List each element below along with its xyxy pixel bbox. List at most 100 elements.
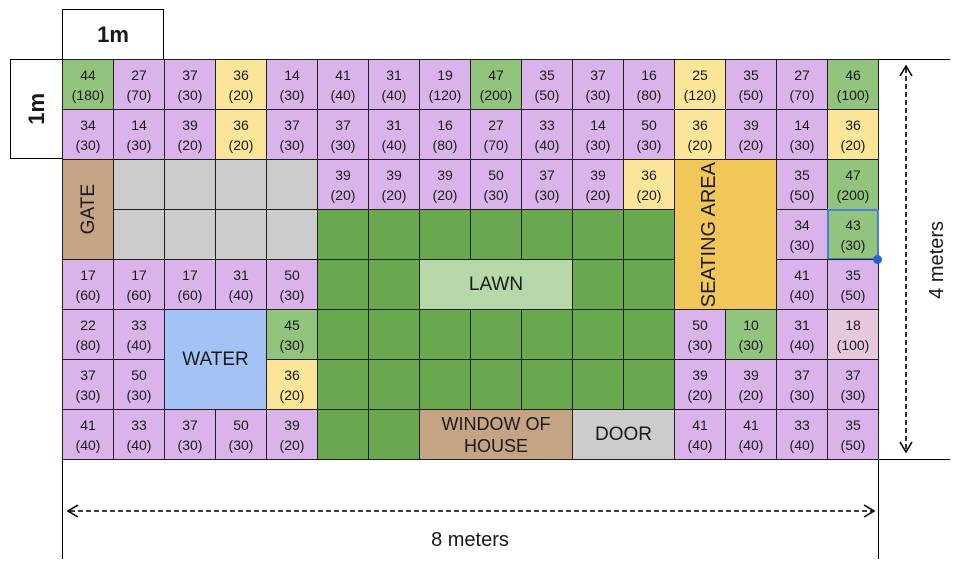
plant-cell-r6-c1[interactable]: 50 (30): [113, 359, 165, 410]
lawn-cell-r6-c8[interactable]: [470, 359, 522, 410]
plant-cell-r6-c0[interactable]: 37 (30): [62, 359, 114, 410]
lawn-cell-r7-c6[interactable]: [368, 409, 420, 460]
plant-number: 36: [845, 116, 861, 133]
plant-cell-r1-c11[interactable]: 50 (30): [623, 109, 675, 160]
lawn-area[interactable]: LAWN: [419, 259, 573, 310]
plant-cell-r4-c1[interactable]: 17 (60): [113, 259, 165, 310]
plant-cell-r1-c4[interactable]: 37 (30): [266, 109, 318, 160]
plant-cell-r1-c7[interactable]: 16 (80): [419, 109, 471, 160]
plant-cell-r1-c5[interactable]: 37 (30): [317, 109, 369, 160]
plant-cell-r7-c0[interactable]: 41 (40): [62, 409, 114, 460]
plant-cell-r1-c3[interactable]: 36 (20): [215, 109, 267, 160]
plant-cell-r1-c15[interactable]: 36 (20): [827, 109, 879, 160]
plant-cell-r1-c8[interactable]: 27 (70): [470, 109, 522, 160]
lawn-cell-r6-c7[interactable]: [419, 359, 471, 410]
lawn-cell-r6-c10[interactable]: [572, 359, 624, 410]
plant-cell-r7-c12[interactable]: 41 (40): [674, 409, 726, 460]
plant-cell-r7-c2[interactable]: 37 (30): [164, 409, 216, 460]
plant-quantity: (50): [789, 186, 815, 203]
plant-cell-r5-c15[interactable]: 18 (100): [827, 309, 879, 360]
lawn-cell-r5-c9[interactable]: [521, 309, 573, 360]
plant-cell-r1-c12[interactable]: 36 (20): [674, 109, 726, 160]
plant-cell-r3-c15[interactable]: 43 (30): [827, 209, 879, 260]
plant-number: 39: [437, 166, 453, 183]
plant-cell-r7-c3[interactable]: 50 (30): [215, 409, 267, 460]
window-of-house[interactable]: WINDOW OF HOUSE: [419, 409, 573, 460]
plant-cell-r5-c4[interactable]: 45 (30): [266, 309, 318, 360]
plant-cell-r5-c12[interactable]: 50 (30): [674, 309, 726, 360]
plant-cell-r1-c13[interactable]: 39 (20): [725, 109, 777, 160]
plant-cell-r0-c6[interactable]: 31 (40): [368, 59, 420, 110]
plant-cell-r2-c9[interactable]: 37 (30): [521, 159, 573, 210]
plant-number: 37: [794, 366, 810, 383]
plant-number: 39: [284, 416, 300, 433]
plant-quantity: (30): [228, 436, 254, 453]
plant-cell-r0-c13[interactable]: 35 (50): [725, 59, 777, 110]
plant-quantity: (40): [381, 136, 407, 153]
plant-cell-r0-c5[interactable]: 41 (40): [317, 59, 369, 110]
plant-cell-r6-c15[interactable]: 37 (30): [827, 359, 879, 410]
plant-number: 27: [794, 66, 810, 83]
plant-cell-r0-c15[interactable]: 46 (100): [827, 59, 879, 110]
door-area[interactable]: DOOR: [572, 409, 675, 460]
plant-quantity: (30): [585, 136, 611, 153]
plant-number: 34: [794, 216, 810, 233]
plant-cell-r4-c2[interactable]: 17 (60): [164, 259, 216, 310]
plant-cell-r5-c14[interactable]: 31 (40): [776, 309, 828, 360]
plant-cell-r4-c3[interactable]: 31 (40): [215, 259, 267, 310]
seating-area[interactable]: SEATING AREA: [674, 159, 777, 310]
plant-cell-r6-c12[interactable]: 39 (20): [674, 359, 726, 410]
plant-cell-r1-c6[interactable]: 31 (40): [368, 109, 420, 160]
plant-quantity: (40): [126, 336, 152, 353]
lawn-cell-r3-c11[interactable]: [623, 209, 675, 260]
width-arrow-right-head: [863, 504, 876, 518]
plant-number: 39: [743, 366, 759, 383]
plant-cell-r0-c4[interactable]: 14 (30): [266, 59, 318, 110]
plant-cell-r7-c13[interactable]: 41 (40): [725, 409, 777, 460]
plant-cell-r7-c4[interactable]: 39 (20): [266, 409, 318, 460]
plant-number: 34: [80, 116, 96, 133]
plant-number: 37: [284, 116, 300, 133]
plant-cell-r7-c14[interactable]: 33 (40): [776, 409, 828, 460]
plant-quantity: (40): [738, 436, 764, 453]
plant-cell-r6-c14[interactable]: 37 (30): [776, 359, 828, 410]
plant-cell-r0-c9[interactable]: 35 (50): [521, 59, 573, 110]
plant-quantity: (30): [636, 136, 662, 153]
plant-cell-r7-c15[interactable]: 35 (50): [827, 409, 879, 460]
plant-cell-r5-c1[interactable]: 33 (40): [113, 309, 165, 360]
plant-quantity: (30): [330, 136, 356, 153]
plant-cell-r2-c15[interactable]: 47 (200): [827, 159, 879, 210]
plant-quantity: (100): [836, 336, 870, 353]
plant-number: 27: [488, 116, 504, 133]
gate-area[interactable]: GATE: [62, 159, 114, 260]
lawn-cell-r4-c5[interactable]: [317, 259, 369, 310]
plant-cell-r4-c15[interactable]: 35 (50): [827, 259, 879, 310]
plant-number: 14: [794, 116, 810, 133]
plant-number: 37: [182, 416, 198, 433]
outer-left-line: [62, 459, 63, 559]
lawn-cell-r3-c10[interactable]: [572, 209, 624, 260]
top-scale-label: 1m: [97, 21, 129, 47]
plant-cell-r0-c0[interactable]: 44 (180): [62, 59, 114, 110]
paving-cell-r3-c2[interactable]: [164, 209, 216, 260]
plant-cell-r5-c13[interactable]: 10 (30): [725, 309, 777, 360]
plant-number: 33: [131, 316, 147, 333]
lawn-cell-r4-c11[interactable]: [623, 259, 675, 310]
plant-quantity: (30): [75, 386, 101, 403]
plant-cell-r4-c4[interactable]: 50 (30): [266, 259, 318, 310]
plant-cell-r3-c14[interactable]: 34 (30): [776, 209, 828, 260]
plant-cell-r1-c9[interactable]: 33 (40): [521, 109, 573, 160]
selection-handle[interactable]: [873, 255, 882, 264]
plant-cell-r5-c0[interactable]: 22 (80): [62, 309, 114, 360]
water-area[interactable]: WATER: [164, 309, 267, 410]
width-dimension-label: 8 meters: [431, 529, 509, 551]
plant-cell-r7-c1[interactable]: 33 (40): [113, 409, 165, 460]
plant-cell-r0-c8[interactable]: 47 (200): [470, 59, 522, 110]
plant-cell-r1-c10[interactable]: 14 (30): [572, 109, 624, 160]
plant-cell-r2-c11[interactable]: 36 (20): [623, 159, 675, 210]
paving-cell-r3-c4[interactable]: [266, 209, 318, 260]
lawn-cell-r5-c6[interactable]: [368, 309, 420, 360]
plant-cell-r0-c14[interactable]: 27 (70): [776, 59, 828, 110]
plant-number: 50: [692, 316, 708, 333]
plant-cell-r1-c0[interactable]: 34 (30): [62, 109, 114, 160]
